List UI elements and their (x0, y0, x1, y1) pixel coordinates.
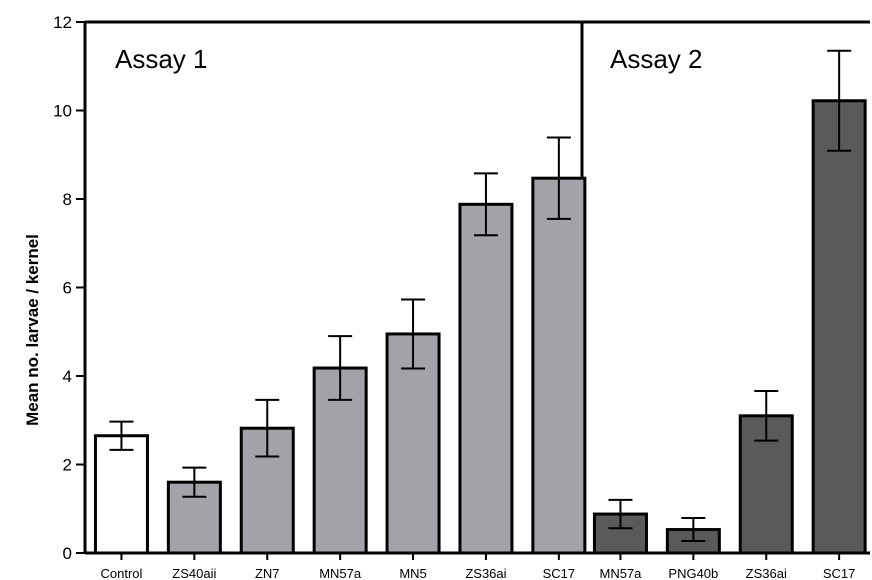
y-tick-label: 8 (63, 190, 72, 209)
panel-label: Assay 2 (610, 44, 703, 74)
category-label: ZS40aii (172, 566, 216, 580)
y-tick-label: 6 (63, 279, 72, 298)
category-label: ZN7 (255, 566, 280, 580)
bar (93, 434, 149, 555)
panel-label: Assay 1 (115, 44, 208, 74)
y-tick-label: 0 (63, 544, 72, 563)
category-label: ZS36ai (465, 566, 506, 580)
bar (458, 202, 514, 555)
error-bars (109, 49, 852, 543)
bar (531, 176, 587, 555)
category-label: MN57a (599, 566, 642, 580)
labels: 0 2 4 6 8 10 12 Assay 1 Control ZS40aii ZN7 MN57a MN… (53, 13, 855, 580)
category-label: ZS36ai (746, 566, 787, 580)
y-tick-label: 12 (53, 13, 72, 32)
y-tick-label: 4 (63, 367, 72, 386)
category-label: MN5 (399, 566, 426, 580)
category-label: SC17 (823, 566, 856, 580)
y-axis-label: Mean no. larvae / kernel (23, 234, 42, 426)
category-label: Control (100, 566, 142, 580)
category-label: MN57a (319, 566, 362, 580)
bars (93, 99, 867, 555)
y-tick-label: 10 (53, 102, 72, 121)
y-tick-label: 2 (63, 456, 72, 475)
bar (811, 99, 867, 555)
category-label: PNG40b (668, 566, 718, 580)
bar (312, 366, 368, 555)
category-label: SC17 (543, 566, 576, 580)
